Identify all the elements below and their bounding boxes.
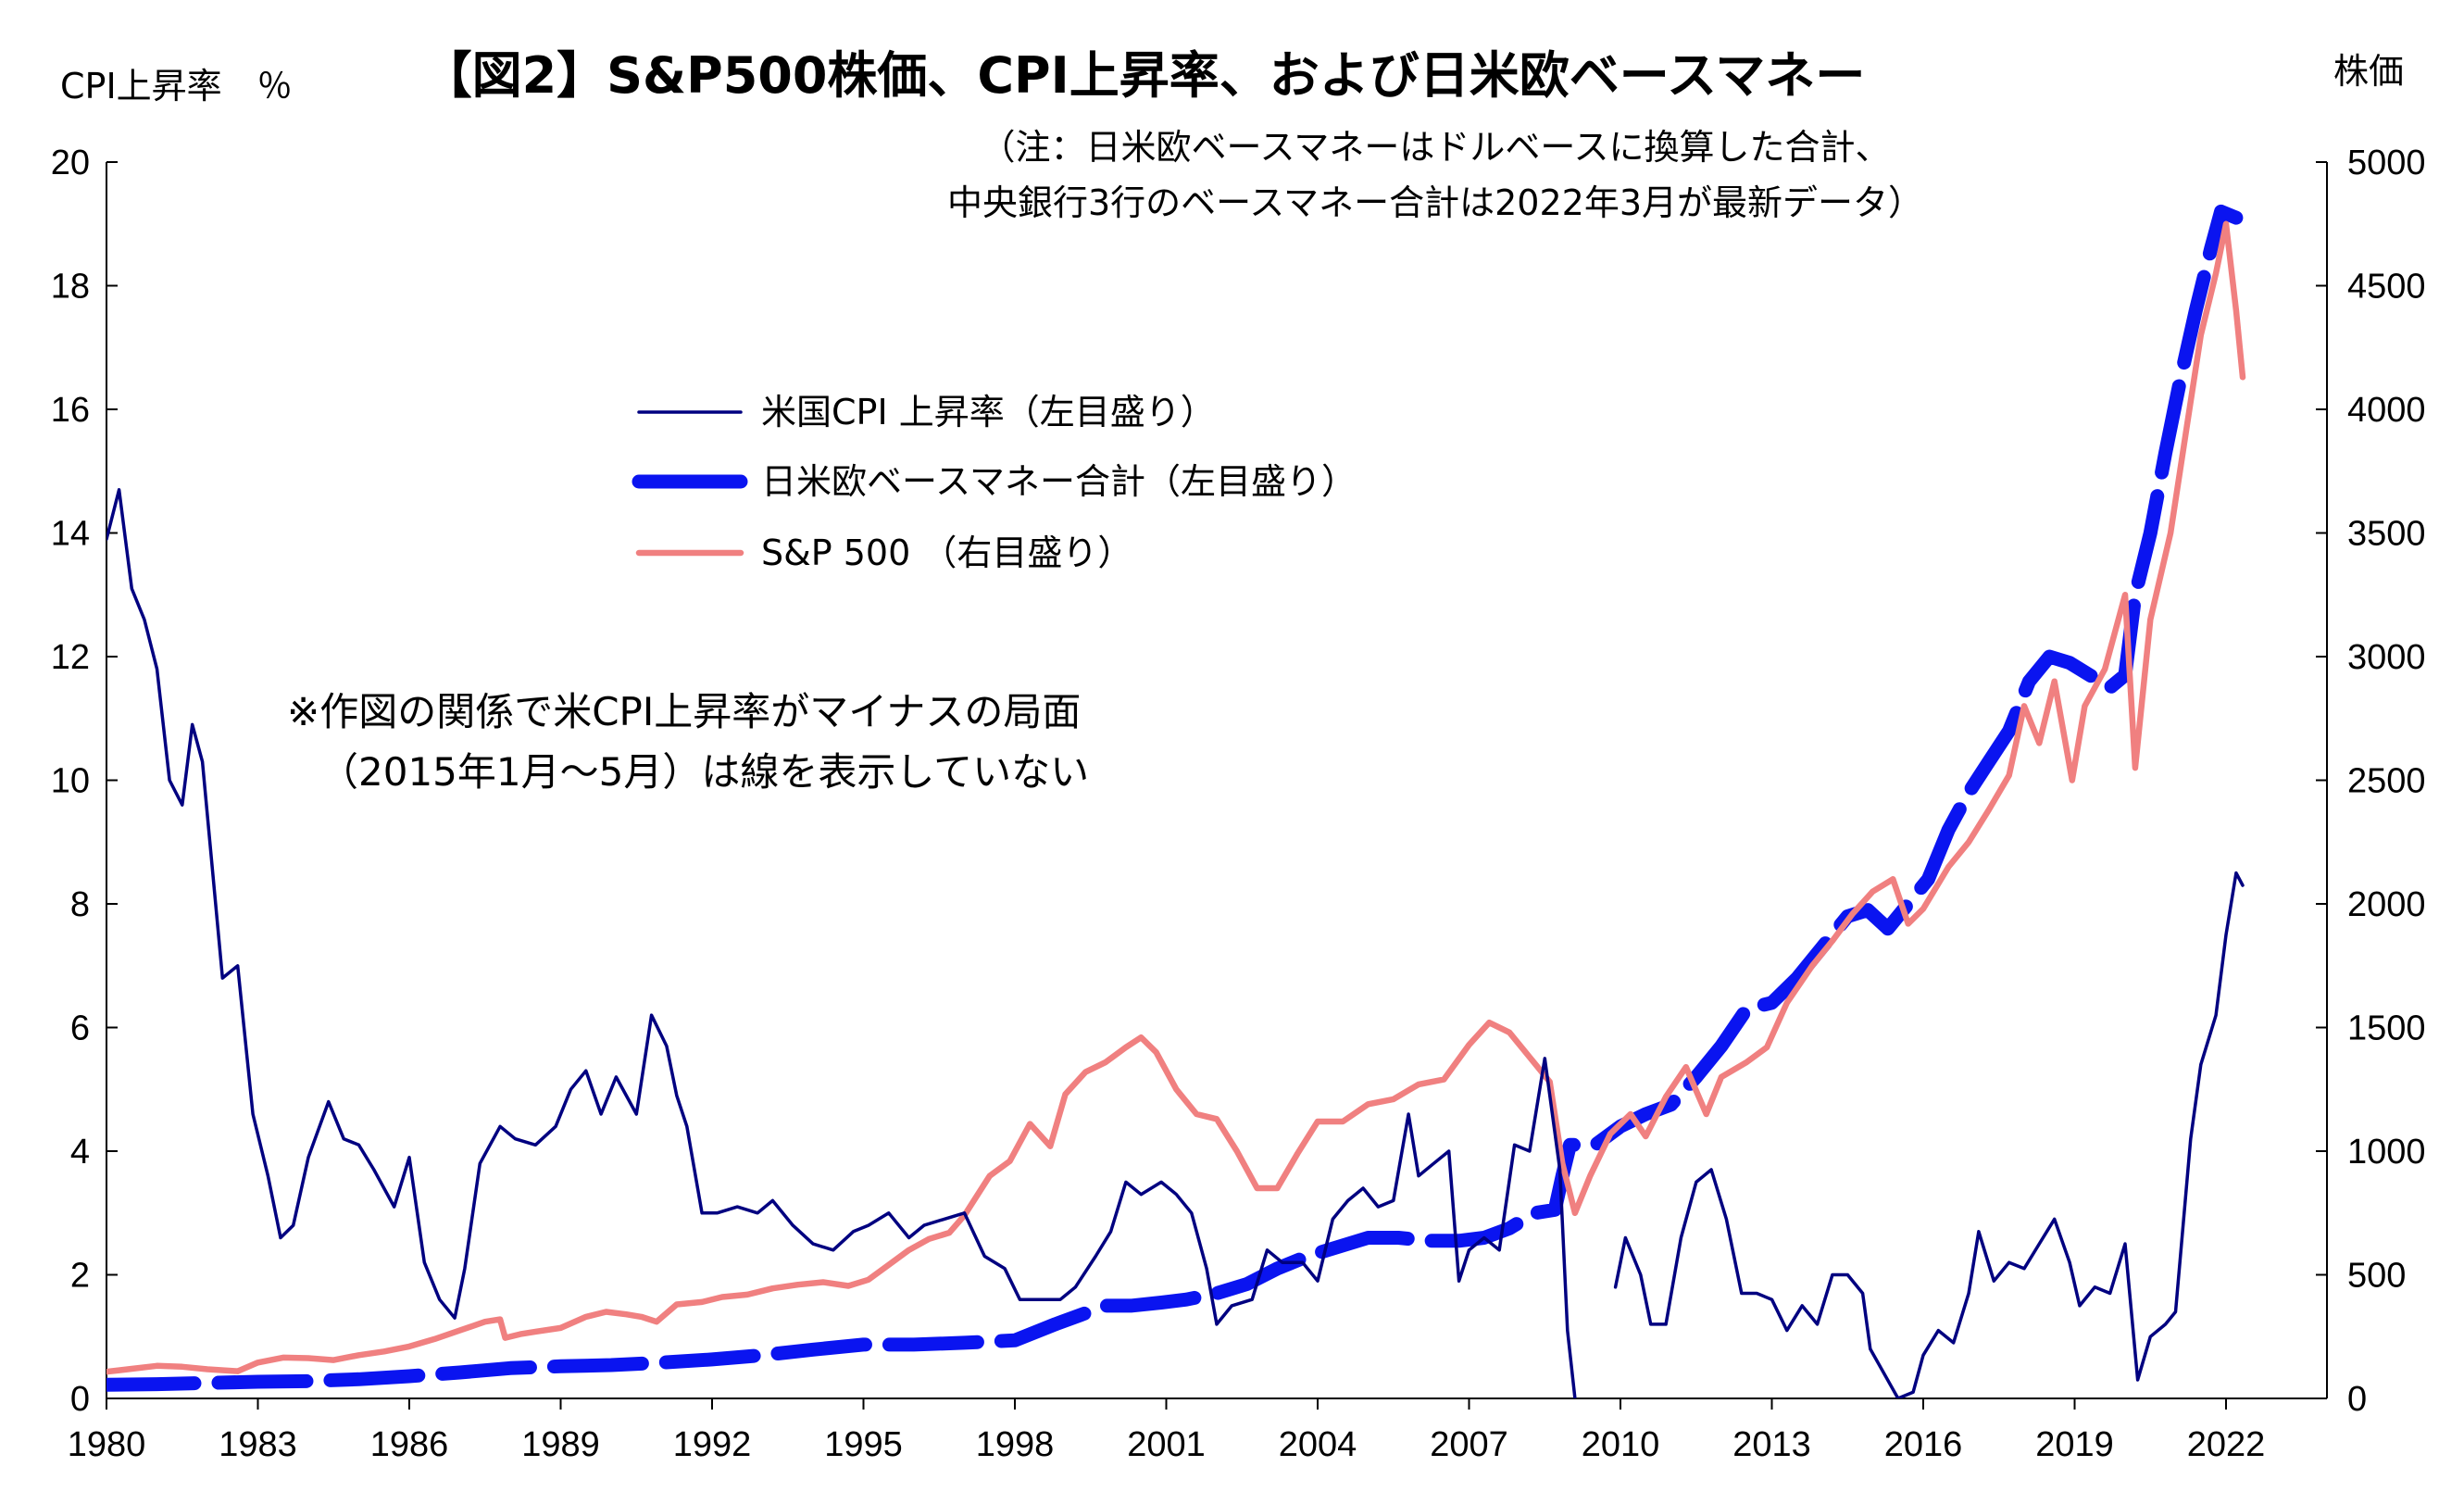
chart-subtitle-line-2: 中央銀行3行のベースマネー合計は2022年3月が最新データ） (947, 182, 1923, 223)
legend-label-0: 米国CPI 上昇率（左目盛り） (761, 392, 1216, 432)
x-tick-label: 2022 (2187, 1425, 2266, 1464)
x-tick-label: 2004 (1279, 1425, 1357, 1464)
right-tick-label: 5000 (2347, 144, 2426, 182)
left-tick-label: 14 (51, 515, 90, 554)
left-tick-label: 18 (51, 268, 90, 307)
x-tick-label: 1986 (370, 1425, 449, 1464)
x-tick-label: 2001 (1127, 1425, 1206, 1464)
series-line-0 (106, 488, 2245, 1398)
right-tick-label: 3500 (2347, 515, 2426, 554)
left-axis-label: CPI上昇率 ％ (60, 66, 293, 107)
x-tick-label: 1998 (976, 1425, 1055, 1464)
left-tick-label: 16 (51, 391, 90, 430)
series-line-1 (106, 204, 2244, 1392)
left-tick-label: 0 (70, 1380, 90, 1419)
left-tick-label: 8 (70, 885, 90, 924)
right-tick-label: 4500 (2347, 268, 2426, 307)
note-line-2: （2015年1月～5月）は線を表示していない (319, 749, 1089, 795)
x-tick-label: 2007 (1430, 1425, 1508, 1464)
x-tick-label: 2019 (2035, 1425, 2114, 1464)
legend-label-2: S&P 500 （右目盛り） (761, 533, 1132, 573)
right-tick-label: 2500 (2347, 762, 2426, 801)
left-tick-label: 2 (70, 1257, 90, 1296)
legend: 米国CPI 上昇率（左目盛り） 日米欧ベースマネー合計（左目盛り） S&P 500 … (632, 392, 1357, 573)
left-tick-label: 20 (51, 144, 90, 182)
note-line-1: ※作図の関係で米CPI上昇率がマイナスの局面 (287, 689, 1081, 734)
series-layer (106, 204, 2246, 1398)
x-tick-label: 2016 (1884, 1425, 1963, 1464)
left-tick-label: 4 (70, 1133, 90, 1172)
right-tick-label: 4000 (2347, 391, 2426, 430)
right-tick-label: 3000 (2347, 638, 2426, 677)
x-tick-label: 1995 (824, 1425, 903, 1464)
x-tick-label: 1989 (521, 1425, 600, 1464)
x-tick-label: 2010 (1582, 1425, 1660, 1464)
right-axis-label: 株価 (2333, 51, 2404, 92)
legend-label-1: 日米欧ベースマネー合計（左目盛り） (761, 461, 1357, 502)
right-tick-label: 1000 (2347, 1133, 2426, 1172)
left-tick-label: 6 (70, 1009, 90, 1048)
x-tick-label: 2013 (1732, 1425, 1811, 1464)
left-tick-label: 12 (51, 638, 90, 677)
right-tick-label: 1500 (2347, 1009, 2426, 1048)
right-tick-label: 500 (2347, 1257, 2406, 1296)
chart-subtitle-line-1: （注：日米欧ベースマネーはドルベースに換算した合計、 (980, 127, 1890, 168)
axes: 0 2 4 6 8 10 12 14 16 18 20 0 500 1000 1500 2000 2500 300… (51, 144, 2426, 1464)
right-tick-label: 2000 (2347, 885, 2426, 924)
x-tick-label: 1983 (219, 1425, 297, 1464)
right-tick-label: 0 (2347, 1380, 2367, 1419)
x-tick-label: 1992 (673, 1425, 752, 1464)
series-line-2 (106, 220, 2246, 1375)
left-tick-label: 10 (51, 762, 90, 801)
chart-title: 【図2】S&P500株価、CPI上昇率、および日米欧ベースマネー (422, 46, 1866, 105)
x-tick-label: 1980 (68, 1425, 146, 1464)
